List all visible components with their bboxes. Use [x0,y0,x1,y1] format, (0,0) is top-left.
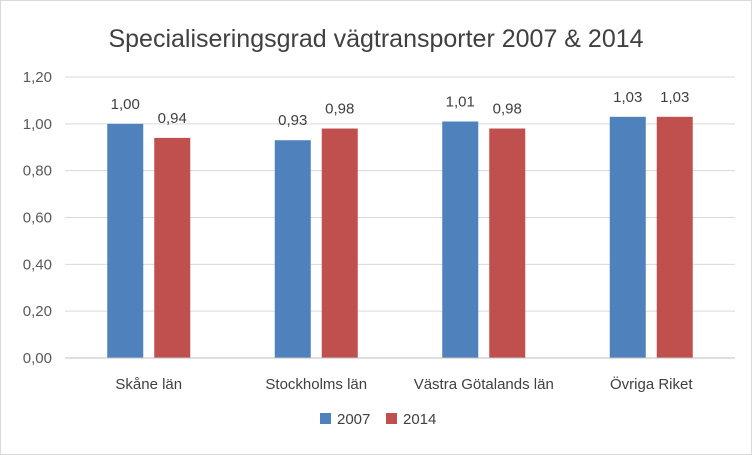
y-tick-label: 0,20 [23,303,52,320]
data-label: 1,00 [111,96,140,113]
x-tick-label: Övriga Riket [610,375,693,393]
data-label: 0,94 [158,110,187,127]
bars: 1,00 0,94 0,93 0,98 1,01 0,98 1,03 1,03 [107,89,693,358]
x-tick-label: Stockholms län [265,376,367,393]
x-tick-label: Västra Götalands län [414,376,554,393]
bar-2007-1 [107,123,144,358]
legend: 2007 2014 [320,411,436,428]
y-tick-label: 0,80 [23,163,52,180]
data-label: 0,98 [325,101,354,118]
y-axis: 0,00 0,20 0,40 0,60 0,80 1,00 1,20 [23,69,52,367]
data-label: 0,98 [493,101,522,118]
bar-2007-4 [609,116,646,358]
data-label: 1,03 [660,89,689,106]
legend-swatch-2014 [386,413,397,424]
data-label: 0,93 [278,112,307,129]
bar-2014-1 [154,137,191,358]
legend-label: 2014 [403,411,436,428]
y-tick-label: 1,20 [23,69,52,86]
y-tick-label: 1,00 [23,116,52,133]
chart-title: Specialiseringsgrad vägtransporter 2007 … [108,25,643,53]
bar-2007-3 [442,121,479,358]
x-tick-label: Skåne län [115,376,182,393]
y-tick-label: 0,60 [23,210,52,227]
bar-2007-2 [274,140,311,358]
legend-label: 2007 [337,411,370,428]
bar-2014-4 [656,116,693,358]
y-tick-label: 0,40 [23,256,52,273]
bar-2014-3 [489,128,526,358]
x-axis: Skåne län Stockholms län Västra Götalands … [65,357,735,393]
y-tick-label: 0,00 [23,350,52,367]
bar-2014-2 [321,128,358,358]
data-label: 1,03 [613,89,642,106]
legend-swatch-2007 [320,413,331,424]
data-label: 1,01 [446,93,475,110]
